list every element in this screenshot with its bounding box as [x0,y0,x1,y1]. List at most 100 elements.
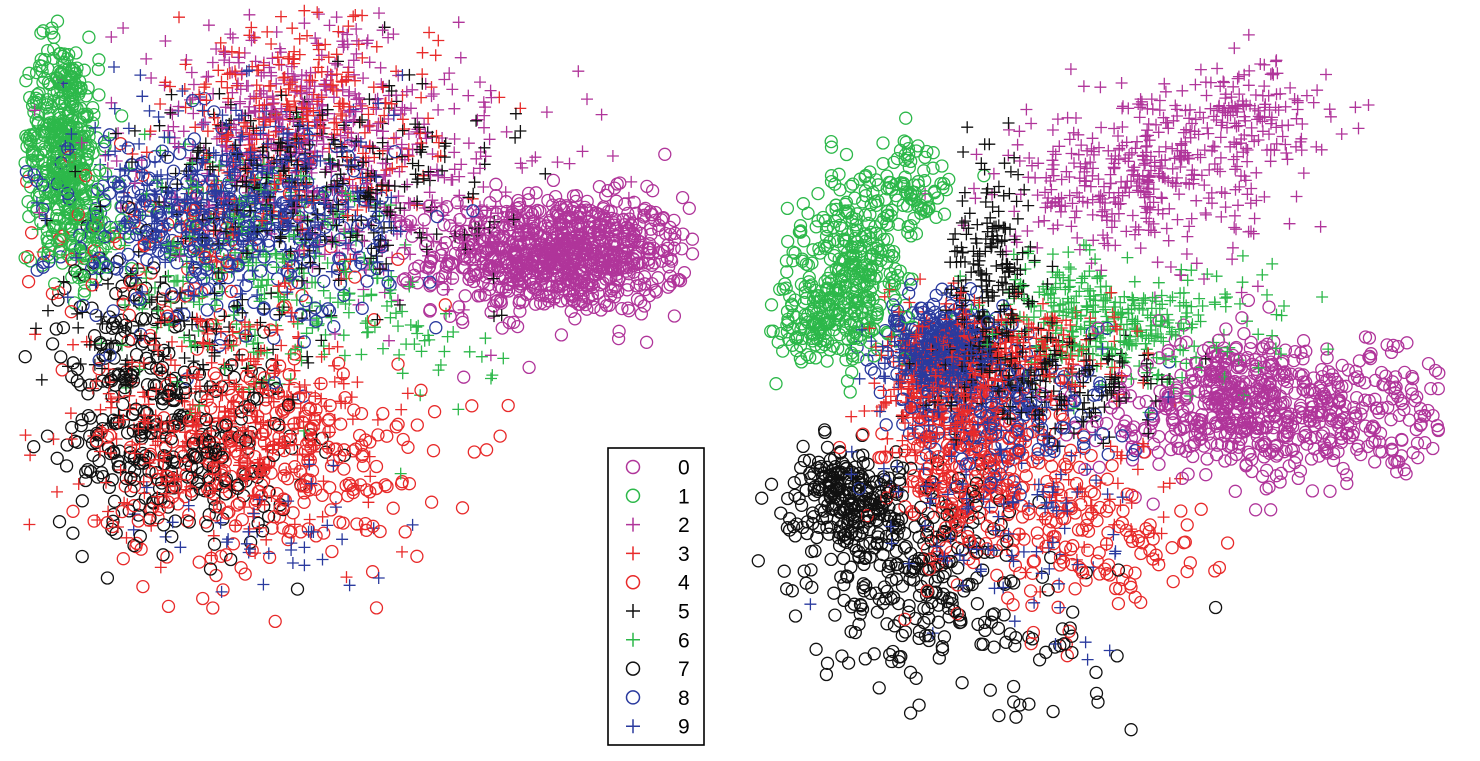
data-point-6-3098 [170,274,183,287]
data-point-2-4403 [218,54,231,67]
data-point-3-3814 [144,125,157,138]
data-point-3-4246 [19,429,32,442]
data-point-0-102 [685,247,700,261]
data-point-2-148 [483,133,496,146]
data-point-3-4141 [67,338,79,351]
data-point-2-998 [455,158,468,171]
data-point-2-71 [347,54,360,67]
data-point-0-950 [419,239,433,253]
data-point-3-4216 [317,475,330,488]
data-point-1-3274 [36,24,50,38]
data-point-4-3306 [410,549,424,563]
data-point-4-4100 [369,459,384,474]
data-point-2-4126 [484,349,497,362]
data-point-5-646 [313,262,326,275]
data-point-6-2889 [338,349,351,362]
data-point-5-325 [378,21,391,34]
data-point-5-3470 [416,77,429,90]
data-point-3-537 [298,379,311,391]
data-point-5-4336 [371,313,384,326]
data-point-2-3995 [295,87,308,100]
data-point-5-4485 [367,142,379,155]
data-point-6-3203 [404,319,417,331]
data-point-0-1085 [568,312,582,326]
data-point-2-1848 [105,96,118,109]
data-point-4-1063 [455,501,470,515]
data-point-2-1484 [406,83,419,96]
data-point-2-2727 [453,189,466,202]
data-point-7-3565 [290,582,305,596]
data-point-5-1178 [153,119,166,132]
data-point-2-1363 [477,181,490,193]
data-point-7-1360 [79,465,93,479]
data-point-3-3790 [319,38,332,51]
data-point-4-1125 [297,495,311,509]
data-point-2-3494 [390,131,403,144]
data-point-3-4253 [395,403,408,416]
data-point-6-2117 [412,319,425,332]
data-point-0-293 [541,193,555,208]
data-point-4-302 [309,529,323,543]
data-point-6-3205 [410,321,423,334]
data-point-3-4219 [72,478,85,490]
data-point-3-4371 [105,401,117,414]
data-point-4-214 [127,479,142,494]
data-point-8-139 [327,319,341,334]
data-point-5-4954 [233,348,246,361]
data-point-0-1850 [667,309,682,323]
data-point-5-4186 [488,310,500,323]
data-point-2-1617 [441,283,454,296]
data-point-2-83 [431,163,443,176]
data-point-4-610 [365,565,380,579]
data-point-2-863 [318,248,331,261]
data-point-9-4748 [108,61,120,73]
data-point-2-2754 [443,305,456,318]
data-point-2-4843 [622,191,635,204]
data-point-3-3767 [356,9,369,22]
data-point-3-3776 [215,75,228,88]
data-point-6-1587 [452,403,465,416]
data-point-3-1506 [245,21,258,34]
data-point-4-1971 [196,591,210,606]
data-point-1-1078 [56,49,70,63]
data-point-2-3160 [186,91,199,104]
data-point-4-2476 [386,501,400,515]
data-point-7-2812 [107,494,122,508]
data-point-4-515 [427,405,442,419]
data-point-5-4039 [224,98,237,111]
data-point-2-2312 [323,19,336,32]
data-point-3-3645 [199,78,212,91]
data-point-6-2972 [365,289,378,302]
data-point-2-651 [478,109,491,122]
data-point-4-3972 [501,398,515,413]
data-point-6-2847 [394,467,407,480]
data-point-7-711 [68,434,82,448]
data-point-2-669 [382,31,395,44]
data-point-9-4886 [236,274,249,287]
data-point-1-1240 [70,101,84,115]
data-point-8-3224 [166,164,181,178]
data-point-6-2185 [479,332,492,345]
data-point-7-2919 [45,337,60,351]
data-point-3-4023 [90,375,103,387]
data-point-8-602 [173,146,187,161]
data-point-6-4641 [196,290,209,303]
data-point-7-1481 [156,548,170,562]
data-point-2-2322 [159,35,172,47]
data-point-3-2679 [189,121,202,134]
data-point-5-4617 [208,346,221,359]
data-point-2-4538 [258,66,270,79]
data-point-3-3681 [223,67,236,80]
data-point-3-3716 [298,4,311,17]
data-point-6-1596 [438,345,451,358]
data-point-2-2530 [177,125,190,138]
data-point-4-1947 [402,477,417,491]
data-point-3-3369 [283,378,296,391]
data-point-5-2088 [302,356,315,369]
data-point-6-2971 [475,350,488,363]
data-point-2-860 [249,105,262,118]
data-point-7-4817 [81,462,95,477]
data-point-2-2689 [479,101,492,114]
data-point-3-3719 [301,29,313,42]
data-point-4-59 [493,429,507,443]
